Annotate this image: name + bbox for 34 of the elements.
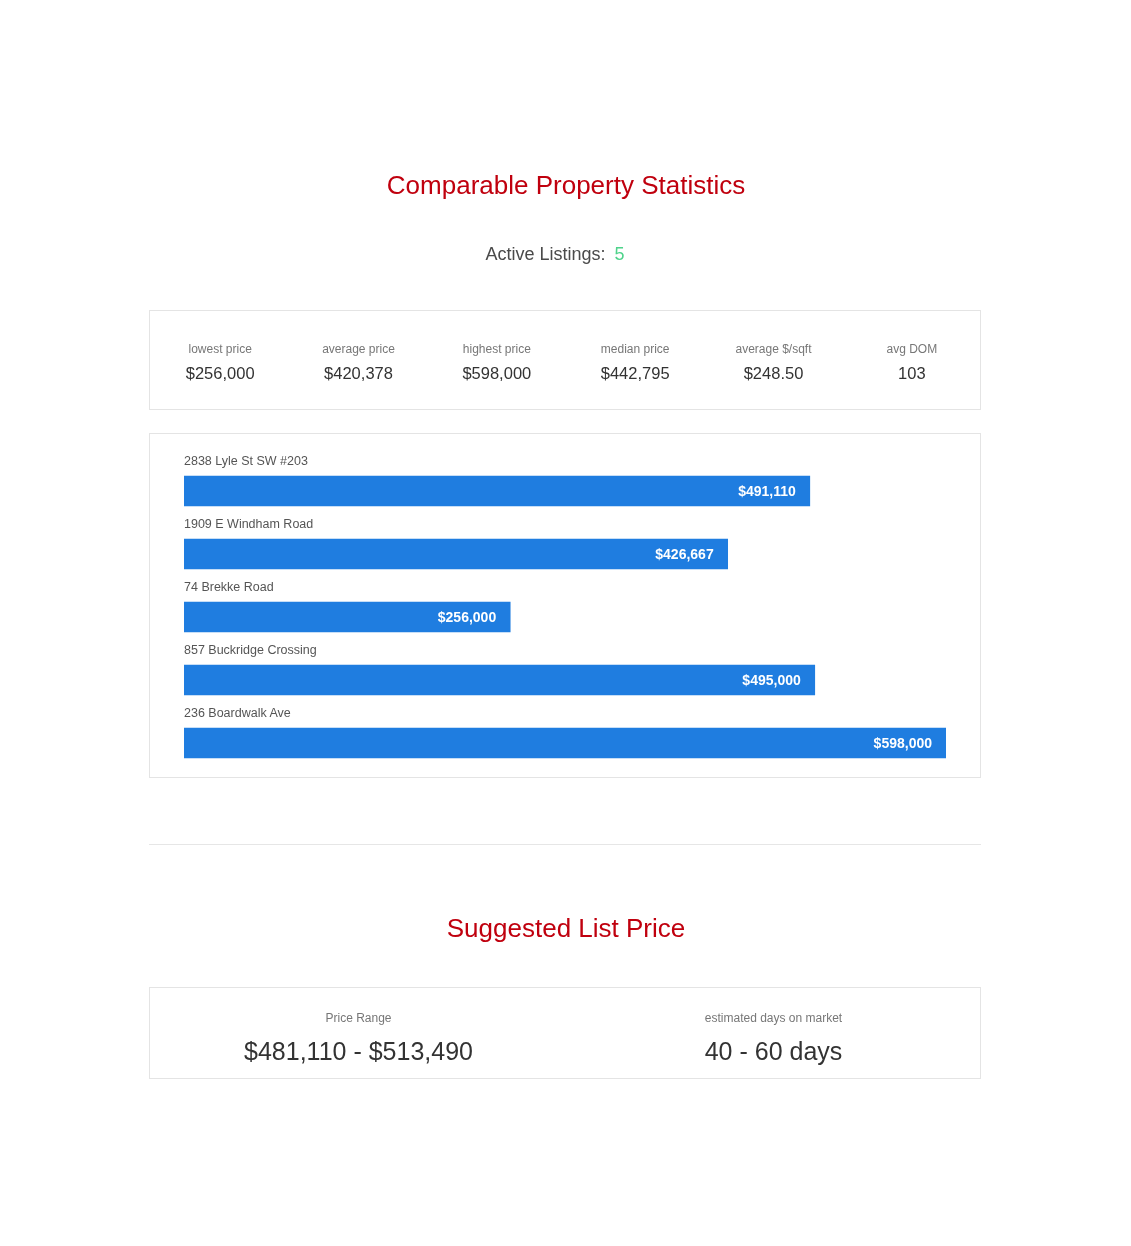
bar bbox=[184, 601, 511, 633]
y-tick-label: 1909 E Windham Road bbox=[184, 517, 314, 532]
text: average $/sqft bbox=[735, 342, 812, 357]
bar bbox=[184, 475, 811, 507]
text: $481,110 - $513,490 bbox=[244, 1036, 473, 1066]
text: $598,000 bbox=[462, 363, 532, 383]
text: estimated days on market bbox=[704, 1011, 843, 1026]
data-label: $598,000 bbox=[873, 734, 933, 751]
text: highest price bbox=[462, 342, 531, 357]
text: $420,378 bbox=[324, 363, 393, 383]
text: Suggested List Price bbox=[446, 913, 686, 944]
bar bbox=[184, 538, 729, 570]
text: $256,000 bbox=[185, 363, 255, 383]
text: median price bbox=[600, 342, 670, 357]
text: $248.50 bbox=[743, 363, 804, 383]
text: average price bbox=[322, 342, 395, 357]
text: lowest price bbox=[188, 342, 252, 357]
bar bbox=[184, 727, 946, 759]
text: $442,795 bbox=[600, 363, 670, 383]
y-tick-label: 236 Boardwalk Ave bbox=[184, 706, 291, 721]
text: avg DOM bbox=[886, 342, 938, 357]
data-label: $491,110 bbox=[738, 482, 796, 499]
y-tick-label: 857 Buckridge Crossing bbox=[184, 643, 317, 658]
text: Active Listings: 5 bbox=[485, 243, 625, 264]
text: Price Range bbox=[325, 1011, 392, 1026]
data-label: $495,000 bbox=[742, 671, 801, 688]
data-label: $426,667 bbox=[655, 545, 714, 562]
text: Comparable Property Statistics bbox=[386, 170, 746, 201]
text: 103 bbox=[898, 363, 926, 383]
bar bbox=[184, 664, 816, 696]
y-tick-label: 74 Brekke Road bbox=[184, 580, 274, 595]
text: 40 - 60 days bbox=[704, 1036, 843, 1066]
y-tick-label: 2838 Lyle St SW #203 bbox=[184, 454, 308, 469]
data-label: $256,000 bbox=[437, 608, 497, 625]
